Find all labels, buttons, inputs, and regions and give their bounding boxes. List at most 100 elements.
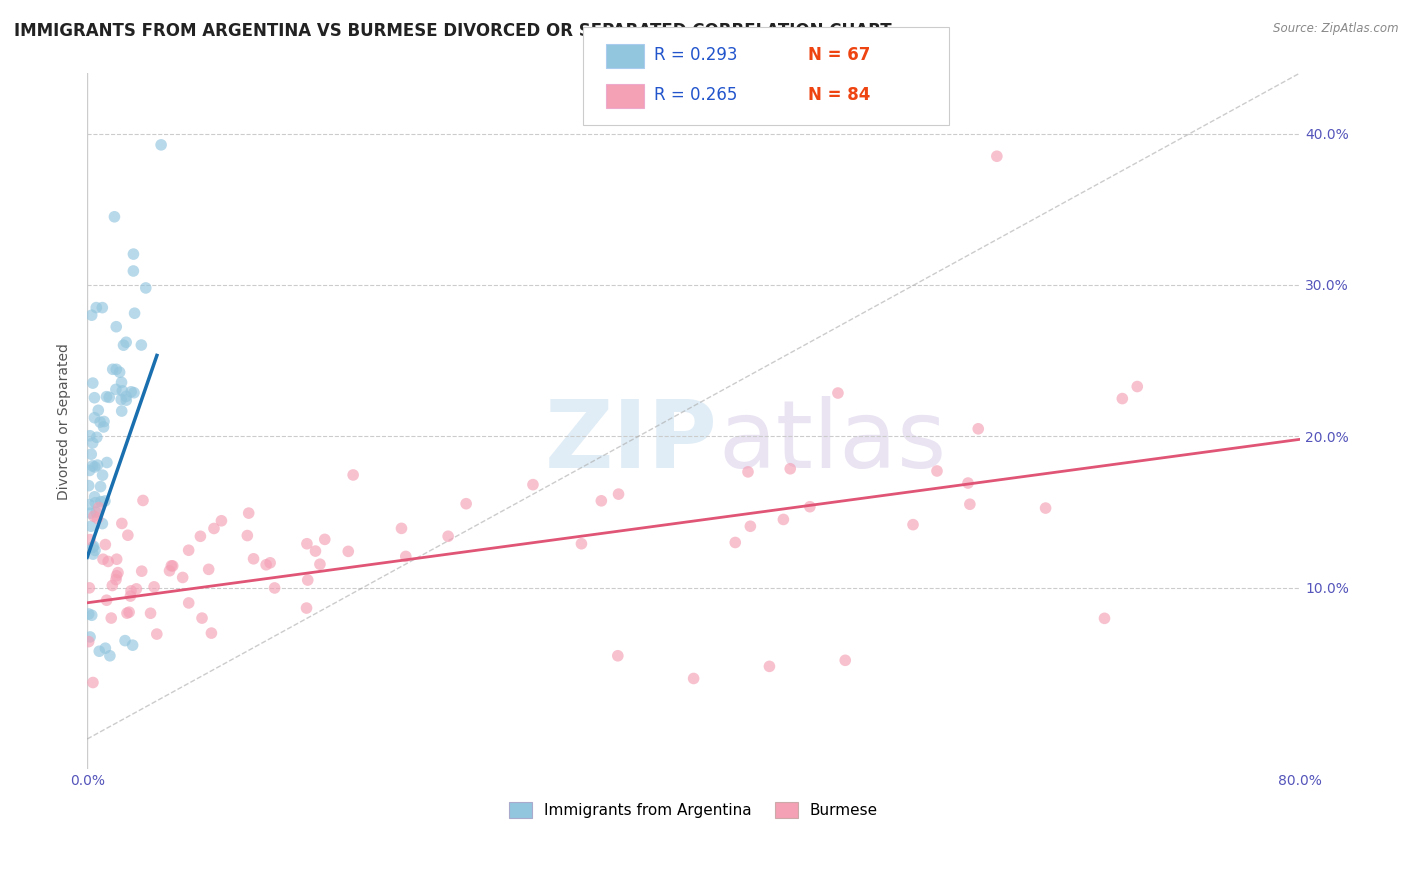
Point	[259, 556, 281, 570]
Point	[96, 456, 118, 470]
Point	[104, 573, 127, 587]
Point	[115, 389, 138, 403]
Point	[177, 596, 200, 610]
Point	[105, 552, 128, 566]
Point	[391, 521, 413, 535]
Point	[135, 281, 157, 295]
Point	[834, 653, 856, 667]
Point	[94, 641, 117, 656]
Point	[304, 544, 326, 558]
Point	[82, 540, 104, 554]
Point	[118, 605, 141, 619]
Point	[740, 519, 762, 533]
Point	[120, 583, 142, 598]
Point	[209, 514, 232, 528]
Point	[146, 627, 169, 641]
Point	[82, 436, 104, 450]
Point	[79, 463, 101, 477]
Point	[959, 497, 981, 511]
Point	[254, 558, 277, 572]
Text: Source: ZipAtlas.com: Source: ZipAtlas.com	[1274, 22, 1399, 36]
Point	[956, 476, 979, 491]
Point	[191, 611, 214, 625]
Point	[90, 494, 112, 508]
Point	[104, 383, 127, 397]
Point	[122, 264, 145, 278]
Text: atlas: atlas	[718, 396, 946, 488]
Point	[105, 568, 128, 582]
Point	[827, 386, 849, 401]
Point	[159, 564, 181, 578]
Point	[114, 633, 136, 648]
Point	[91, 301, 114, 315]
Point	[111, 516, 134, 531]
Point	[606, 648, 628, 663]
Point	[901, 517, 924, 532]
Point	[80, 308, 103, 322]
Point	[139, 606, 162, 620]
Point	[86, 458, 108, 472]
Point	[87, 403, 110, 417]
Point	[77, 478, 100, 492]
Point	[297, 573, 319, 587]
Legend: Immigrants from Argentina, Burmese: Immigrants from Argentina, Burmese	[503, 797, 884, 824]
Point	[96, 390, 118, 404]
Point	[125, 582, 148, 596]
Point	[83, 391, 105, 405]
Point	[314, 533, 336, 547]
Point	[84, 543, 107, 558]
Point	[98, 648, 121, 663]
Text: N = 84: N = 84	[808, 87, 870, 104]
Point	[91, 468, 114, 483]
Point	[91, 552, 114, 566]
Point	[295, 537, 318, 551]
Point	[80, 447, 103, 461]
Text: R = 0.293: R = 0.293	[654, 46, 737, 64]
Point	[80, 608, 103, 623]
Point	[86, 430, 108, 444]
Point	[115, 606, 138, 620]
Point	[111, 384, 134, 398]
Point	[571, 537, 593, 551]
Point	[89, 415, 111, 429]
Point	[105, 362, 128, 376]
Point	[107, 566, 129, 580]
Point	[122, 385, 145, 400]
Point	[83, 459, 105, 474]
Point	[108, 365, 131, 379]
Point	[77, 634, 100, 648]
Point	[91, 516, 114, 531]
Point	[758, 659, 780, 673]
Point	[111, 404, 134, 418]
Point	[101, 362, 124, 376]
Point	[162, 558, 184, 573]
Point	[79, 581, 101, 595]
Point	[83, 410, 105, 425]
Point	[799, 500, 821, 514]
Point	[236, 528, 259, 542]
Point	[395, 549, 418, 564]
Point	[200, 626, 222, 640]
Point	[1111, 392, 1133, 406]
Point	[120, 589, 142, 603]
Point	[94, 494, 117, 508]
Point	[295, 601, 318, 615]
Point	[84, 496, 107, 510]
Point	[82, 458, 104, 473]
Point	[93, 420, 115, 434]
Point	[607, 487, 630, 501]
Point	[682, 672, 704, 686]
Point	[779, 462, 801, 476]
Point	[112, 338, 135, 352]
Point	[190, 529, 212, 543]
Point	[737, 465, 759, 479]
Point	[202, 521, 225, 535]
Point	[124, 306, 146, 320]
Point	[121, 638, 143, 652]
Point	[77, 498, 100, 512]
Point	[591, 493, 613, 508]
Point	[93, 415, 115, 429]
Point	[83, 509, 105, 524]
Point	[437, 529, 460, 543]
Point	[110, 392, 132, 407]
